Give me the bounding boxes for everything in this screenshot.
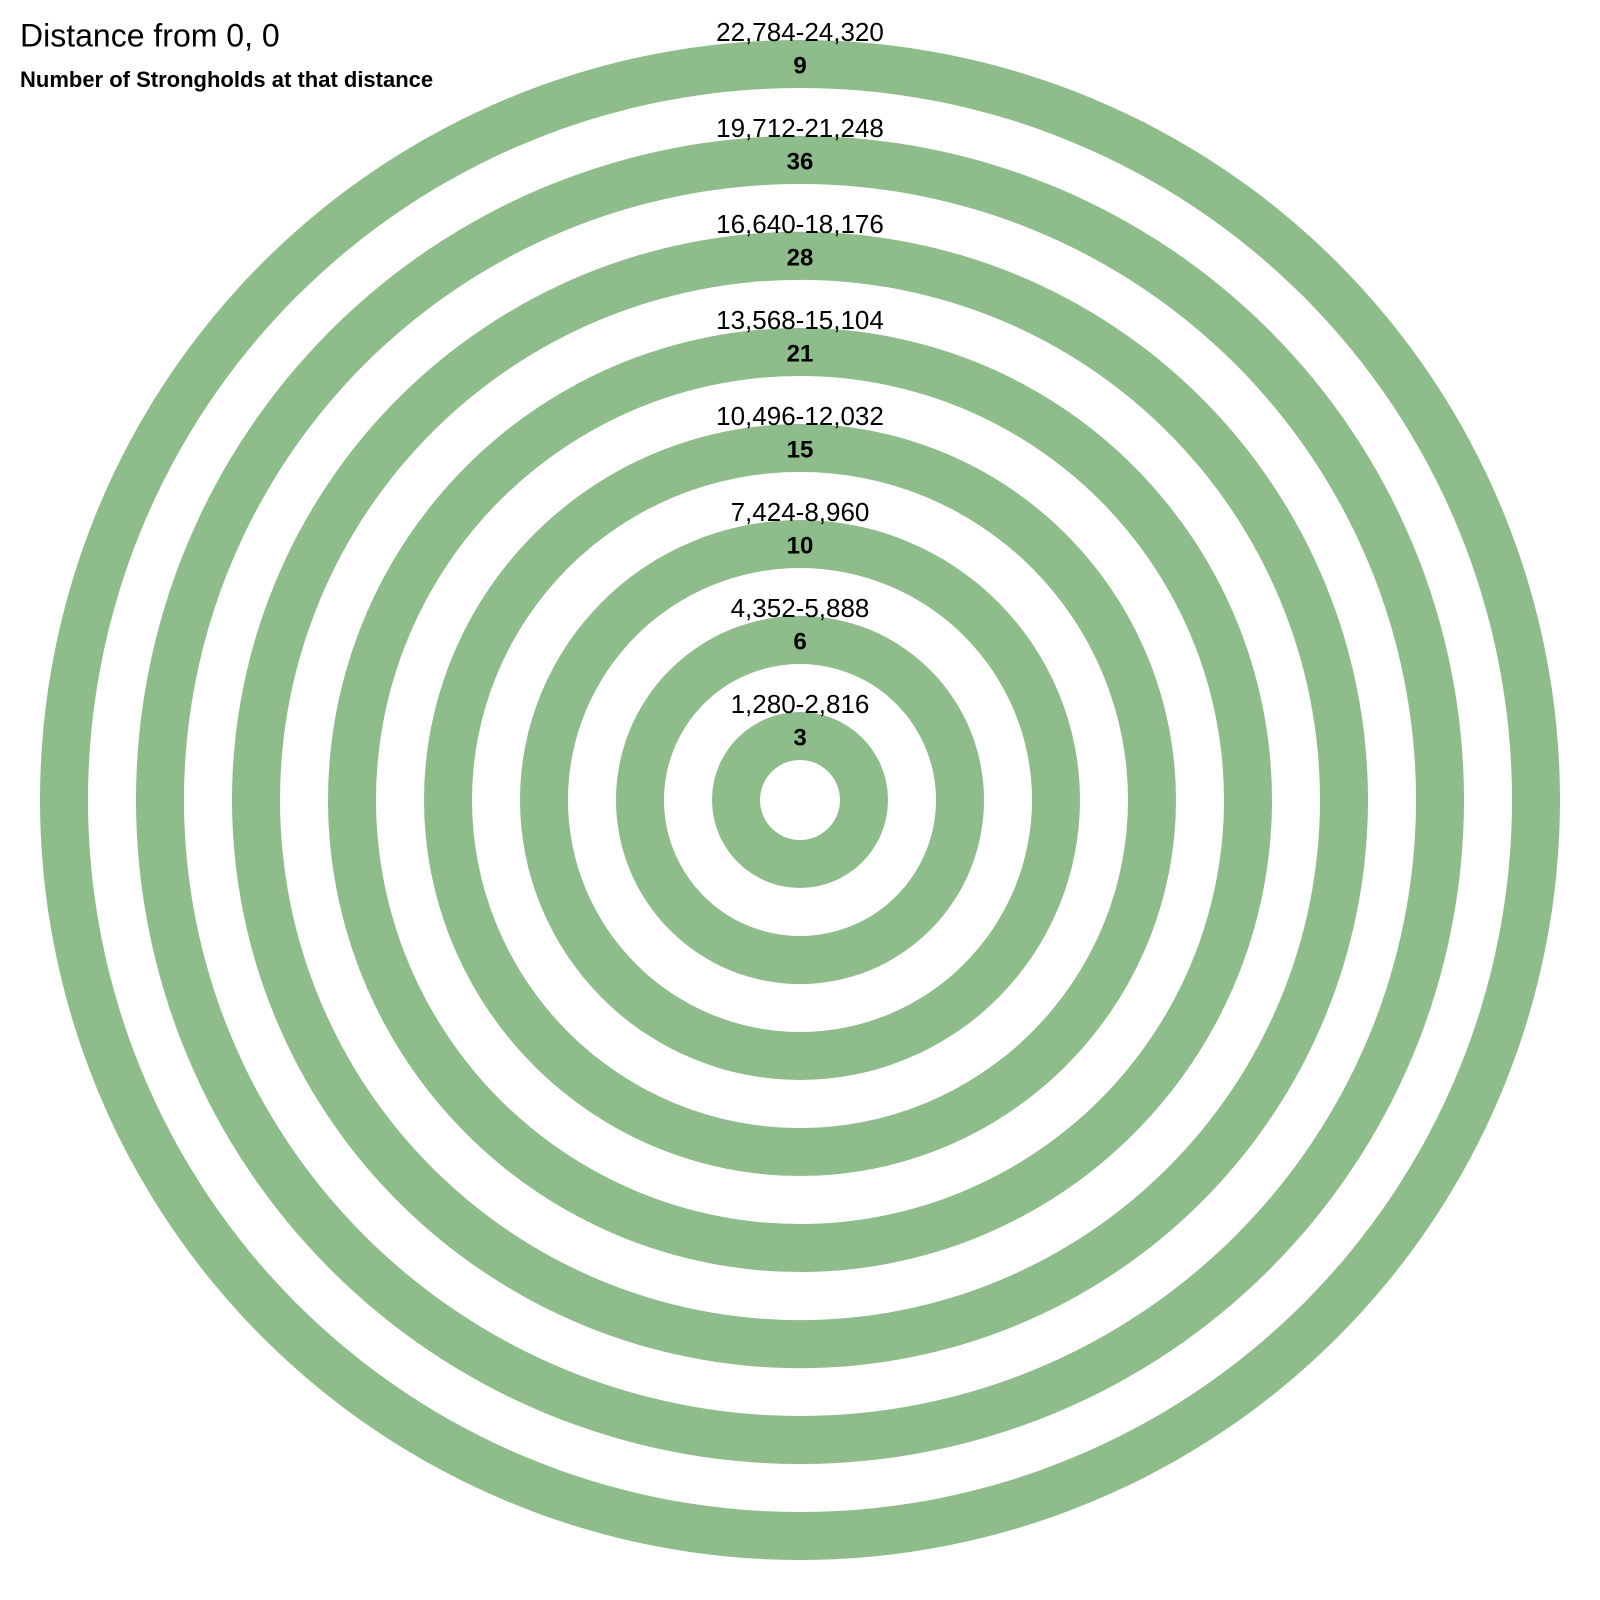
range-label: 22,784-24,320 [716, 17, 884, 47]
chart-title: Distance from 0, 0 [20, 17, 280, 53]
range-label: 1,280-2,816 [731, 689, 870, 719]
range-label: 16,640-18,176 [716, 209, 884, 239]
ring [712, 712, 888, 888]
range-label: 4,352-5,888 [731, 593, 870, 623]
range-label: 7,424-8,960 [731, 497, 870, 527]
count-label: 6 [793, 628, 806, 655]
count-label: 21 [787, 340, 814, 367]
rings [40, 40, 1560, 1560]
count-label: 3 [793, 724, 806, 751]
count-label: 10 [787, 532, 814, 559]
count-label: 36 [787, 148, 814, 175]
count-label: 9 [793, 52, 806, 79]
labels: 1,280-2,816 3 4,352-5,888 6 7,424-8,960 10 10,… [716, 17, 884, 751]
range-label: 10,496-12,032 [716, 401, 884, 431]
count-label: 28 [787, 244, 814, 271]
range-label: 13,568-15,104 [716, 305, 884, 335]
ring [616, 615, 985, 985]
chart-subtitle: Number of Strongholds at that distance [20, 67, 433, 92]
range-label: 19,712-21,248 [716, 113, 884, 143]
count-label: 15 [787, 436, 814, 463]
